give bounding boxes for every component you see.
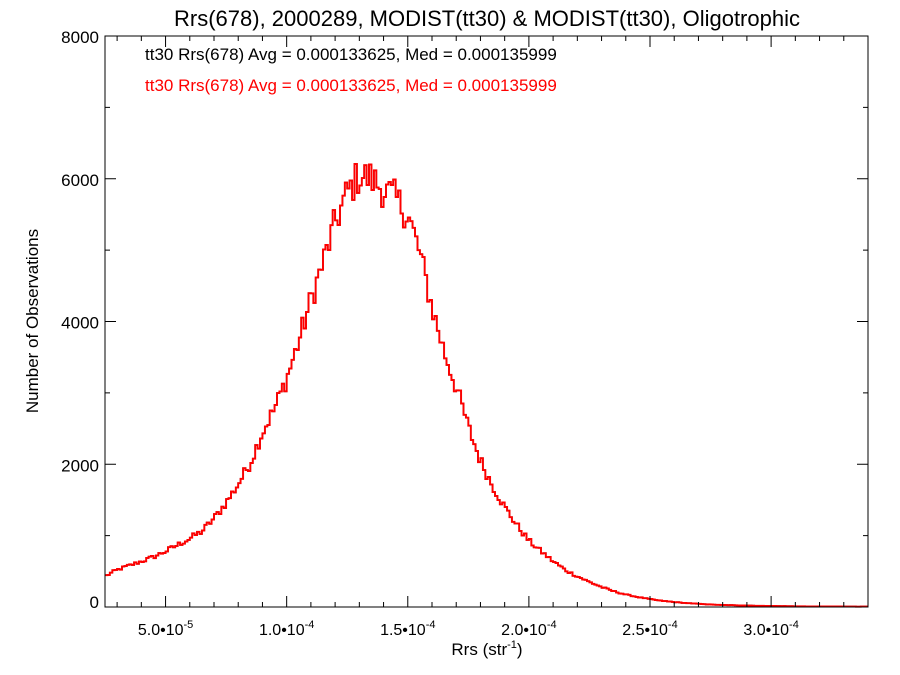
x-tick-label: 1.0•10-4 [259, 619, 314, 639]
legend: tt30 Rrs(678) Avg = 0.000133625, Med = 0… [145, 45, 557, 95]
legend-entry-black: tt30 Rrs(678) Avg = 0.000133625, Med = 0… [145, 45, 557, 64]
x-tick-label: 3.0•10-4 [743, 619, 798, 639]
plot-frame [104, 35, 869, 608]
x-axis-label: Rrs (str-1) [451, 639, 522, 659]
y-tick-label: 2000 [61, 456, 99, 475]
series-red-histogram [105, 162, 868, 608]
series-layer [105, 162, 868, 608]
x-axis-label-main: Rrs (str [451, 640, 507, 659]
y-tick-label: 0 [90, 593, 99, 612]
y-tick-label: 4000 [61, 314, 99, 333]
x-tick-label: 2.0•10-4 [501, 619, 556, 639]
series-black-histogram [105, 163, 868, 608]
y-tick-label: 6000 [61, 171, 99, 190]
x-tick-label: 5.0•10-5 [138, 619, 193, 639]
axis-ticks: 0 2000 4000 6000 8000 5.0•10-5 1.0•10-4 1.5•10-… [61, 28, 868, 639]
x-axis-label-superscript: -1 [507, 639, 517, 651]
y-axis-label: Number of Observations [23, 229, 42, 413]
x-axis-label-suffix: ) [517, 640, 523, 659]
y-tick-label: 8000 [61, 28, 99, 47]
x-tick-label: 2.5•10-4 [622, 619, 677, 639]
legend-entry-red: tt30 Rrs(678) Avg = 0.000133625, Med = 0… [145, 76, 557, 95]
chart-title: Rrs(678), 2000289, MODIST(tt30) & MODIST… [174, 6, 800, 31]
x-tick-label: 1.5•10-4 [380, 619, 435, 639]
